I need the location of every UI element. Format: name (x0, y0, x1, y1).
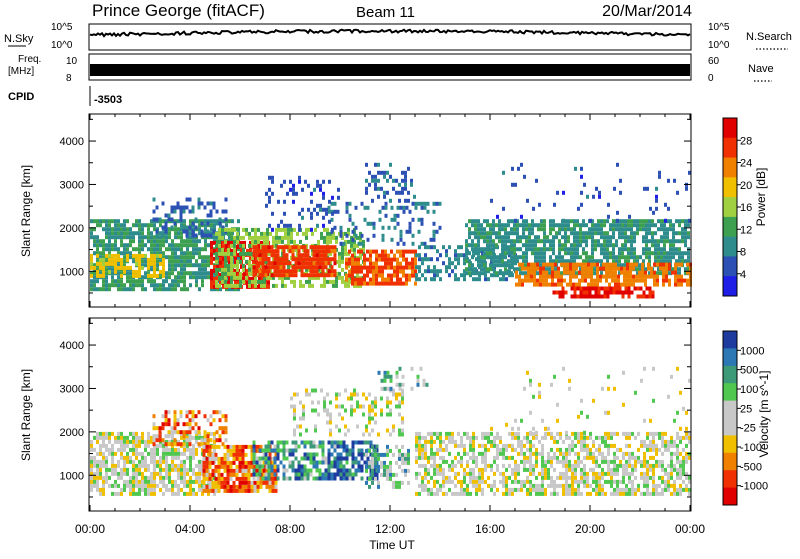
colorbar-tick-label: 100 (740, 384, 758, 396)
y-tick-label: 1000 (60, 266, 84, 278)
nsearch-tick-high: 10^5 (708, 22, 730, 33)
colorbar-swatch (723, 276, 737, 296)
colorbar-tick-label: -500 (740, 461, 762, 473)
time-tick-label: 08:00 (275, 522, 305, 536)
nsearch-label: N.Search (746, 31, 792, 43)
heatmap-region (490, 367, 691, 435)
nsky-label: N.Sky (4, 33, 34, 45)
y-tick-label: 3000 (60, 179, 84, 191)
y-tick-label: 2000 (60, 427, 84, 439)
y-tick-label: 4000 (60, 136, 84, 148)
power-ylabel: Slant Range [km] (19, 165, 33, 257)
colorbar-swatch (723, 256, 737, 276)
y-tick-label: 2000 (60, 223, 84, 235)
time-tick-label: 04:00 (175, 522, 205, 536)
colorbar-tick-label: 1000 (740, 345, 764, 357)
heatmap-region (265, 176, 340, 232)
colorbar-tick-label: 28 (740, 135, 752, 147)
colorbar-swatch (723, 217, 737, 237)
colorbar-tick-label: 4 (740, 269, 746, 281)
colorbar-tick-label: 16 (740, 202, 752, 214)
freq-unit-label: [MHz] (8, 66, 34, 77)
colorbar-swatch (723, 435, 737, 453)
heatmap-region (253, 245, 337, 277)
time-tick-label: 00:00 (675, 522, 705, 536)
colorbar-swatch (723, 453, 737, 471)
heatmap-region (365, 163, 416, 203)
velocity-heatmap (90, 367, 691, 496)
colorbar-swatch (723, 401, 737, 419)
colorbar-swatch (723, 383, 737, 401)
colorbar-tick-label: 12 (740, 224, 752, 236)
heatmap-region (553, 287, 655, 299)
freq-label: Freq. (18, 54, 41, 65)
colorbar-tick-label: 500 (740, 365, 758, 377)
colorbar-tick-label: 20 (740, 180, 752, 192)
colorbar-swatch (723, 118, 737, 138)
colorbar-swatch (723, 331, 737, 349)
heatmap-region (153, 410, 228, 446)
colorbar-swatch (723, 348, 737, 366)
colorbar-tick-label: -25 (740, 423, 756, 435)
time-tick-label: 12:00 (375, 522, 405, 536)
velocity-colorbar-label: Velocity [m s^-1] (757, 371, 771, 458)
time-tick-label: 16:00 (475, 522, 505, 536)
time-tick-label: 20:00 (575, 522, 605, 536)
y-tick-label: 1000 (60, 470, 84, 482)
heatmap-region (365, 445, 410, 489)
y-tick-label: 4000 (60, 340, 84, 352)
heatmap-region (415, 432, 691, 496)
power-colorbar: 28 24 20 16 12 8 4 (723, 118, 752, 297)
colorbar-swatch (723, 197, 737, 217)
date-label: 20/Mar/2014 (602, 3, 692, 20)
beam-label: Beam 11 (356, 4, 415, 21)
colorbar-swatch (723, 488, 737, 506)
time-tick-label: 00:00 (75, 522, 105, 536)
freq-band (90, 64, 690, 76)
colorbar-tick-label: 24 (740, 158, 752, 170)
colorbar-swatch (723, 138, 737, 158)
noise-sky-trace (90, 30, 690, 36)
heatmap-region (490, 163, 691, 223)
power-heatmap (90, 163, 692, 299)
heatmap-region (378, 367, 429, 391)
colorbar-tick-label: -1000 (740, 481, 768, 493)
cpid-label: CPID (8, 91, 34, 103)
power-colorbar-label: Power [dB] (754, 168, 768, 227)
nave-tick-low: 0 (708, 73, 714, 84)
colorbar-tick-label: 8 (740, 247, 746, 259)
velocity-ylabel: Slant Range [km] (19, 369, 33, 461)
colorbar-swatch (723, 177, 737, 197)
colorbar-swatch (723, 366, 737, 384)
nave-label: Nave (748, 63, 774, 75)
freq-tick-high: 10 (66, 56, 78, 67)
colorbar-swatch (723, 418, 737, 436)
freq-tick-low: 8 (66, 73, 72, 84)
y-tick-label: 3000 (60, 383, 84, 395)
heatmap-region (328, 202, 442, 246)
station-title: Prince George (fitACF) (92, 1, 265, 20)
colorbar-swatch (723, 470, 737, 488)
colorbar-tick-label: 25 (740, 403, 752, 415)
nsearch-tick-low: 10^0 (708, 40, 730, 51)
nave-tick-high: 60 (708, 56, 720, 67)
heatmap-region (290, 389, 404, 437)
colorbar-swatch (723, 158, 737, 178)
nsky-tick-high: 10^5 (51, 22, 73, 33)
nsky-tick-low: 10^0 (51, 40, 73, 51)
time-axis-label: Time UT (369, 538, 415, 552)
cpid-value: -3503 (94, 94, 122, 106)
time-axis-ticks: 00:00 04:00 08:00 12:00 16:00 20:00 00:00 (75, 522, 705, 536)
colorbar-swatch (723, 237, 737, 257)
noise-panel-frame (89, 24, 691, 50)
